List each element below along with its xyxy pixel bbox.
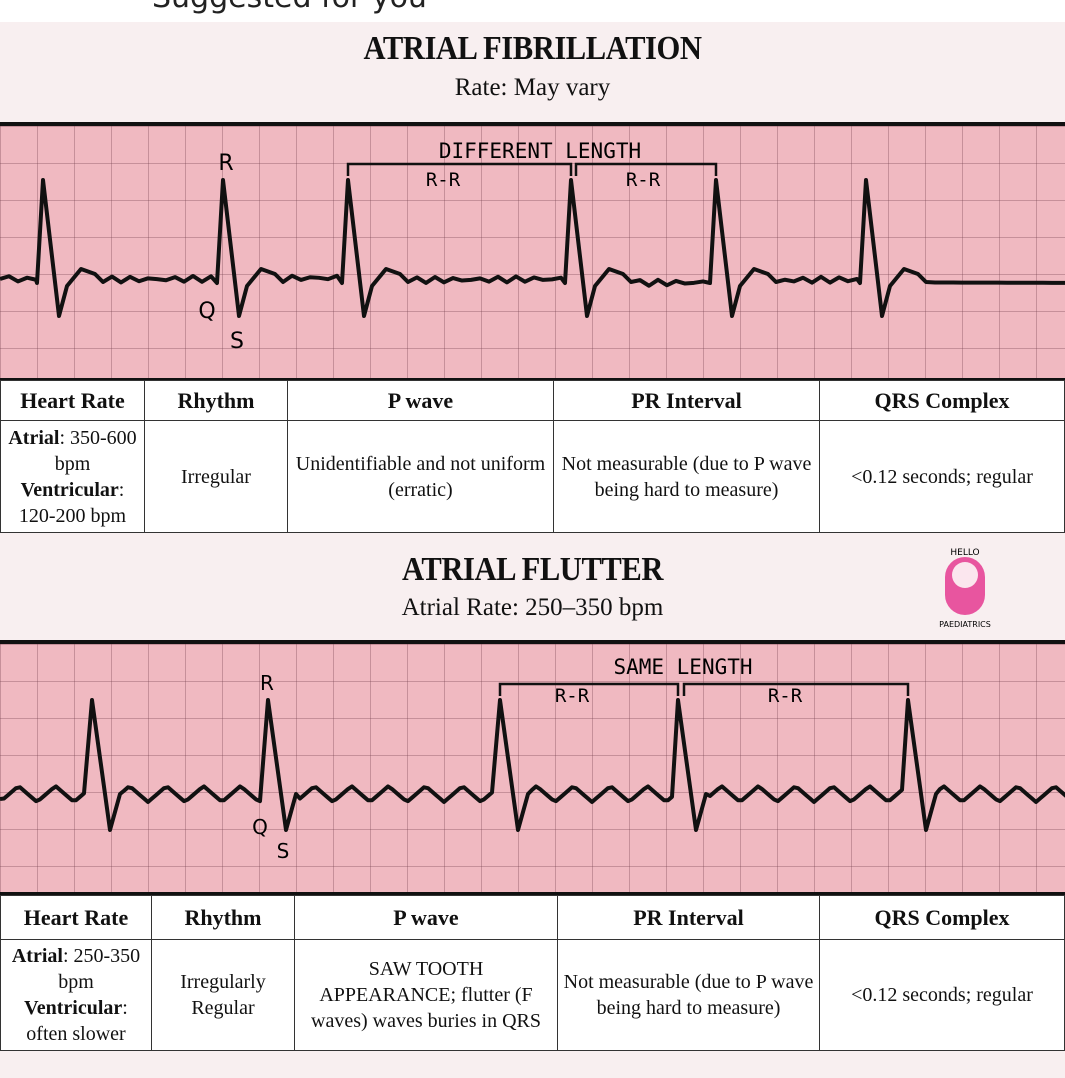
- aflutter-subtitle: Atrial Rate: 250–350 bpm: [401, 594, 664, 621]
- svg-text:HELLO: HELLO: [950, 548, 979, 558]
- afib-rr-label-2: R-R: [626, 169, 661, 191]
- header-p-wave: P wave: [287, 380, 554, 421]
- afib-ecg-trace: [0, 178, 1065, 318]
- afib-ecg-strip: DIFFERENT LENGTH R-R R-R R Q S: [0, 122, 1065, 382]
- aflutter-table: Heart Rate Rhythm P wave PR Interval QRS…: [0, 895, 1065, 1051]
- hello-paediatrics-logo: HELLO PAEDIATRICS: [939, 548, 991, 629]
- header-pr-interval: PR Interval: [557, 895, 820, 940]
- aflutter-ecg-svg: SAME LENGTH R-R R-R R Q S: [0, 655, 1065, 863]
- aflutter-rr-label-2: R-R: [768, 685, 803, 707]
- cell-heart-rate: Atrial: 350-600 bpm Ventricular: 120-200 …: [0, 420, 145, 533]
- cell-pr-interval: Not measurable (due to P wave being hard…: [557, 939, 820, 1051]
- cell-p-wave: SAW TOOTH APPEARANCE; flutter (F waves) …: [294, 939, 558, 1051]
- aflutter-ecg-trace: [0, 698, 1065, 832]
- cell-pr-interval: Not measurable (due to P wave being hard…: [553, 420, 820, 533]
- afib-bracket-2: [574, 162, 718, 176]
- header-heart-rate: Heart Rate: [0, 895, 152, 940]
- svg-text:PAEDIATRICS: PAEDIATRICS: [939, 620, 991, 629]
- aflutter-title: ATRIAL FLUTTER: [402, 551, 663, 588]
- afib-q-label: Q: [198, 299, 215, 324]
- afib-rr-label-1: R-R: [426, 169, 461, 191]
- header-pr-interval: PR Interval: [553, 380, 820, 421]
- aflutter-rr-label-1: R-R: [555, 685, 590, 707]
- aflutter-bracket-1: [498, 682, 680, 696]
- header-heart-rate: Heart Rate: [0, 380, 145, 421]
- afib-subtitle: Rate: May vary: [454, 74, 611, 101]
- suggested-label: Suggested for you: [152, 0, 427, 15]
- afib-title: ATRIAL FIBRILLATION: [363, 30, 702, 67]
- header-p-wave: P wave: [294, 895, 558, 940]
- aflutter-bracket-2: [682, 682, 910, 696]
- afib-table: Heart Rate Rhythm P wave PR Interval QRS…: [0, 380, 1065, 533]
- feed-header: Suggested for you: [0, 0, 1065, 22]
- cell-p-wave: Unidentifiable and not uniform (erratic): [287, 420, 554, 533]
- cell-rhythm: Irregularly Regular: [151, 939, 295, 1051]
- cell-heart-rate: Atrial: 250-350 bpm Ventricular: often sl…: [0, 939, 152, 1051]
- afib-bracket-1: [346, 162, 573, 176]
- aflutter-bracket-label: SAME LENGTH: [613, 655, 752, 679]
- header-qrs: QRS Complex: [819, 895, 1065, 940]
- header-rhythm: Rhythm: [151, 895, 295, 940]
- afib-bracket-label: DIFFERENT LENGTH: [439, 139, 641, 163]
- aflutter-r-label: R: [260, 671, 274, 695]
- afib-ecg-svg: DIFFERENT LENGTH R-R R-R R Q S: [0, 139, 1065, 354]
- aflutter-ecg-strip: SAME LENGTH R-R R-R R Q S: [0, 640, 1065, 896]
- afib-r-label: R: [218, 151, 233, 176]
- afib-s-label: S: [230, 329, 244, 354]
- header-rhythm: Rhythm: [144, 380, 288, 421]
- aflutter-q-label: Q: [252, 815, 268, 839]
- header-qrs: QRS Complex: [819, 380, 1065, 421]
- cell-qrs: <0.12 seconds; regular: [819, 939, 1065, 1051]
- cell-rhythm: Irregular: [144, 420, 288, 533]
- cell-qrs: <0.12 seconds; regular: [819, 420, 1065, 533]
- aflutter-s-label: S: [277, 839, 290, 863]
